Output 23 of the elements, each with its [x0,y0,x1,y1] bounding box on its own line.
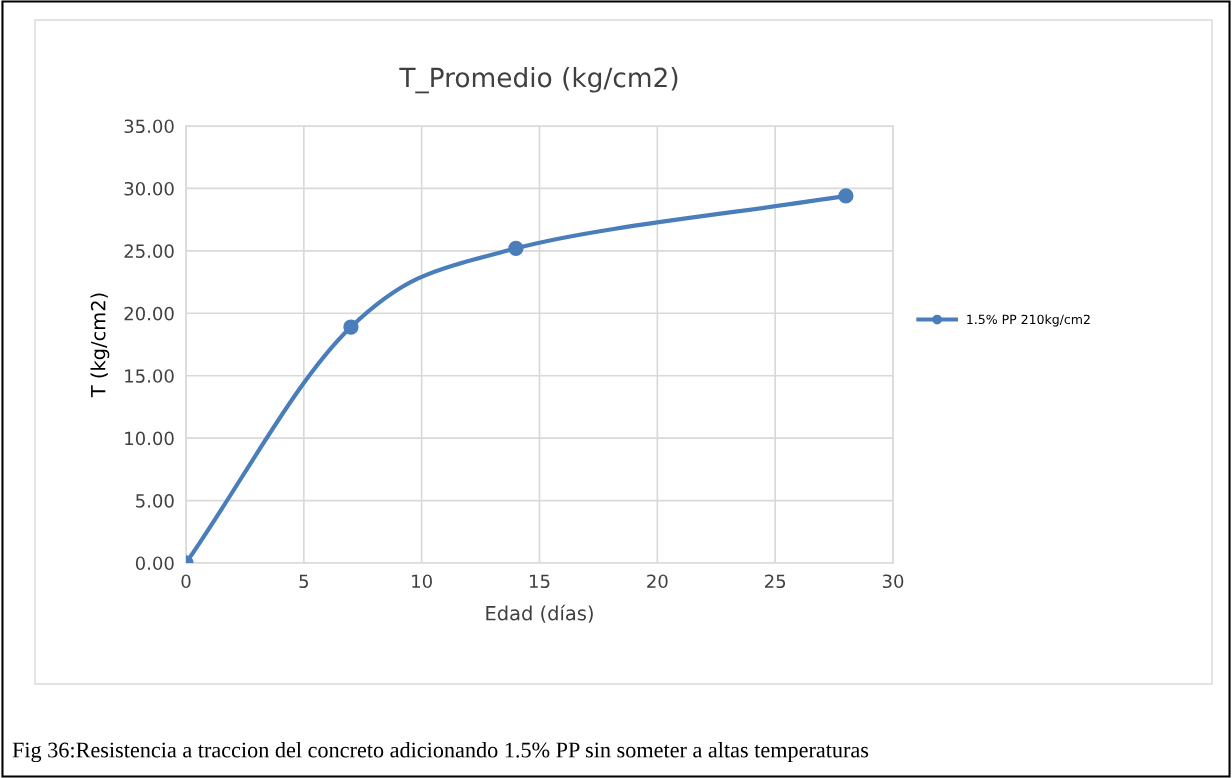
x-tick-label: 5 [299,574,308,589]
x-tick-label: 20 [647,574,668,589]
point [508,240,524,256]
x-tick-label: 0 [181,574,191,589]
caption: Fig 36:Resistencia a traccion del concreto adicionando 1.5% PP sin someter a altas temperaturas [12,741,869,763]
y-axis-title: T (kg/cm2) [90,293,110,398]
x-tick-label: 15 [530,574,550,589]
y-tick-label: 30.00 [124,181,174,196]
y-tick-label: 20.00 [124,306,174,321]
y-tick-label: 0.00 [135,556,174,571]
y-tick-label: 25.00 [124,244,174,258]
y-tick-label: 10.00 [125,431,174,446]
x-tick-label: 25 [765,574,786,589]
legend-label: 1.5% PP 210kg/cm2 [967,314,1090,327]
y-tick-label: 5.00 [136,494,174,508]
point [838,188,854,204]
x-axis-title: Edad (días) [486,604,593,623]
x-tick-label: 30 [882,574,904,589]
x-tick-label: 10 [412,574,432,589]
point [343,319,359,335]
chart-title: T_Promedio (kg/cm2) [399,67,678,94]
y-tick-label: 15.00 [125,369,174,383]
y-tick-label: 35.00 [124,119,174,134]
